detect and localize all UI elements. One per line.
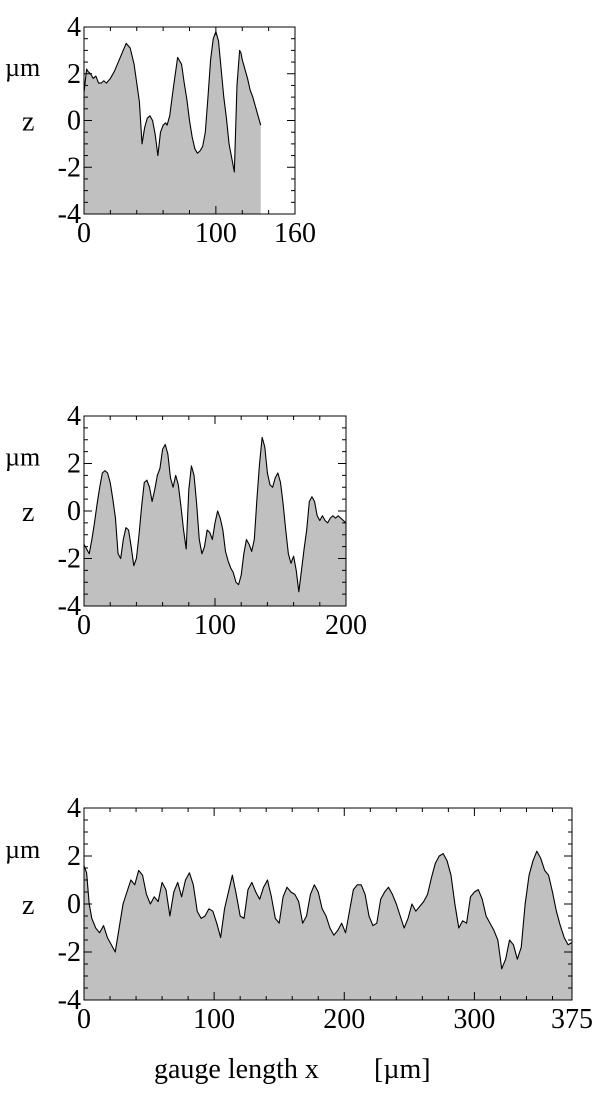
y-axis-label: z [22, 497, 34, 528]
y-tick-label: -2 [58, 152, 81, 183]
x-tick-label: 0 [77, 218, 91, 249]
x-tick-label: 0 [77, 610, 91, 641]
x-tick-label: 0 [77, 1004, 91, 1035]
x-tick-label: 200 [323, 1004, 365, 1035]
x-tick-label: 300 [453, 1004, 495, 1035]
profile-area [84, 437, 346, 606]
y-axis-label: z [22, 890, 34, 921]
profile-chart-3: -4 -2 0 2 4 0 100 200 300 375 µm z gauge length x [µm… [5, 793, 593, 1085]
x-tick-label: 100 [193, 1004, 235, 1035]
x-axis-unit: [µm] [374, 1054, 431, 1085]
y-tick-label: 2 [67, 841, 81, 872]
y-tick-label: 4 [67, 12, 81, 43]
y-tick-label: 2 [67, 59, 81, 90]
y-tick-label: 0 [67, 889, 81, 920]
x-axis-label: gauge length x [154, 1054, 319, 1085]
y-axis-unit: µm [5, 835, 40, 864]
profile-line [83, 850, 573, 970]
y-tick-label: -2 [58, 544, 81, 575]
x-tick-label: 100 [195, 218, 237, 249]
profile-area [84, 31, 261, 215]
y-tick-label: -4 [58, 591, 81, 622]
y-tick-label: 0 [67, 106, 81, 137]
profile-chart-2: -4 -2 0 2 4 0 100 200 µm z [5, 401, 367, 641]
y-axis-unit: µm [5, 443, 40, 472]
x-tick-label: 200 [325, 610, 367, 641]
y-tick-label: 2 [67, 449, 81, 480]
x-tick-label: 100 [194, 610, 236, 641]
y-tick-label: -2 [58, 937, 81, 968]
profile-line [83, 436, 347, 593]
y-tick-label: 4 [67, 793, 81, 824]
profile-line [83, 31, 262, 173]
y-tick-label: 4 [67, 401, 81, 432]
y-tick-label: 0 [67, 496, 81, 527]
x-tick-label: 160 [274, 218, 316, 249]
x-tick-label: 375 [551, 1004, 593, 1035]
y-tick-label: -4 [58, 199, 81, 230]
y-tick-label: -4 [58, 985, 81, 1016]
y-axis-unit: µm [5, 53, 40, 82]
y-axis-label: z [22, 107, 34, 138]
profile-area [84, 851, 572, 1000]
